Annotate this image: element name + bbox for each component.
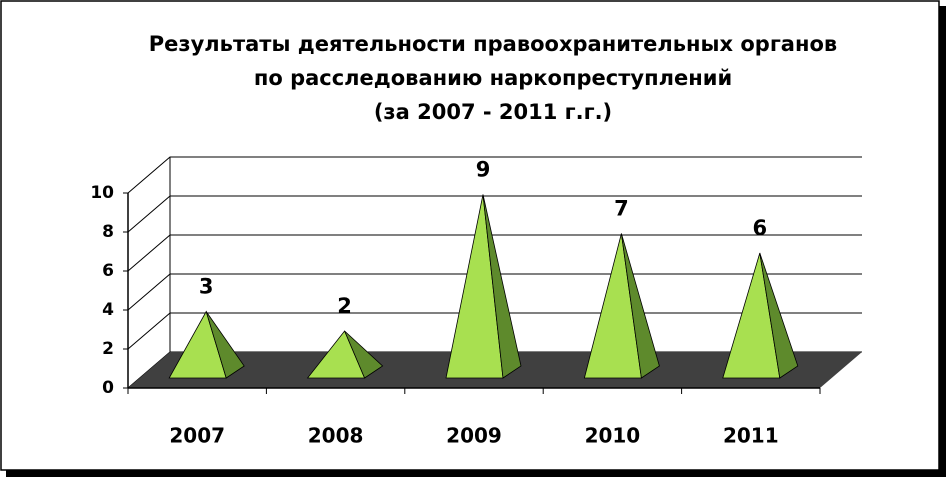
value-label: 7 <box>614 197 629 221</box>
pyramid-side <box>759 252 799 379</box>
y-tick-label: 2 <box>102 339 114 359</box>
y-tick-label: 0 <box>102 378 114 398</box>
value-label: 2 <box>337 294 352 318</box>
pyramid <box>722 252 799 379</box>
pyramid-side <box>482 194 522 379</box>
chart-title: Результаты деятельности правоохранительн… <box>149 32 837 56</box>
pyramid-side <box>344 330 384 379</box>
y-tick-label: 10 <box>90 183 114 203</box>
chart-title: по расследованию наркопреступлений <box>254 66 732 90</box>
pyramid-side <box>205 311 245 379</box>
pyramid <box>445 194 522 379</box>
value-label: 6 <box>752 216 767 240</box>
y-tick-label: 4 <box>102 300 114 320</box>
pyramid-side <box>621 233 660 379</box>
pyramid <box>168 310 245 379</box>
chart-title: (за 2007 - 2011 г.г.) <box>374 100 612 124</box>
pyramid <box>306 330 384 379</box>
grid-line <box>127 195 862 233</box>
grid-line <box>127 156 862 194</box>
x-tick-label: 2011 <box>723 424 779 448</box>
value-label: 3 <box>199 275 214 299</box>
x-tick-label: 2008 <box>308 424 364 448</box>
grid-line <box>127 234 862 272</box>
value-label: 9 <box>476 158 491 182</box>
y-tick-label: 8 <box>102 222 114 242</box>
x-tick-label: 2009 <box>446 424 502 448</box>
y-tick-label: 6 <box>102 261 114 281</box>
x-tick-label: 2010 <box>585 424 641 448</box>
pyramid <box>583 233 660 379</box>
x-tick-label: 2007 <box>169 424 225 448</box>
